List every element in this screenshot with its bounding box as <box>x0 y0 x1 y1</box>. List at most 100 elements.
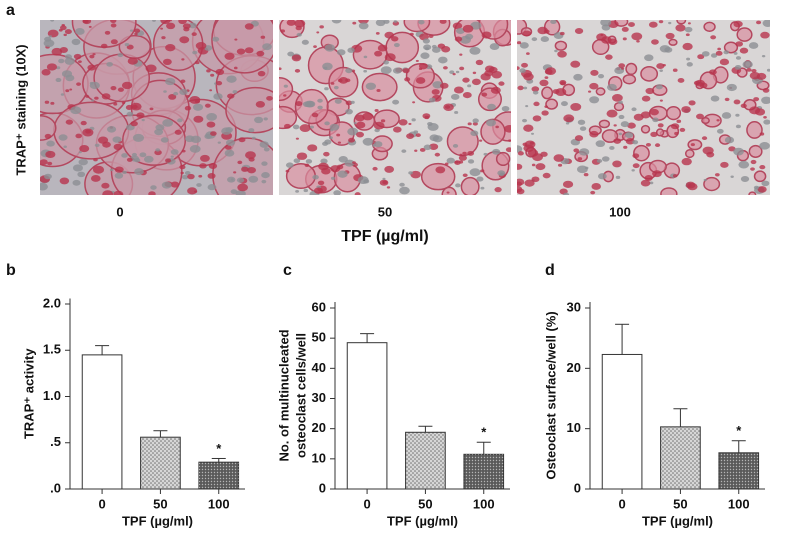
small-cell <box>672 68 678 72</box>
small-cell <box>72 179 81 186</box>
small-cell <box>735 41 744 47</box>
small-cell <box>236 48 246 55</box>
small-cell <box>452 22 463 30</box>
small-cell <box>345 78 351 83</box>
small-cell <box>452 144 459 148</box>
small-cell <box>130 102 142 111</box>
annotation: * <box>216 441 222 456</box>
small-cell <box>484 65 495 73</box>
small-cell <box>652 117 659 123</box>
small-cell <box>238 137 246 143</box>
small-cell <box>563 192 570 195</box>
small-cell <box>458 154 467 161</box>
small-cell <box>59 177 70 185</box>
small-cell <box>177 118 183 123</box>
small-cell <box>75 133 82 139</box>
small-cell <box>570 103 582 111</box>
small-cell <box>40 182 48 191</box>
small-cell <box>540 36 549 43</box>
small-cell <box>139 152 147 158</box>
small-cell <box>657 123 664 128</box>
small-cell <box>198 174 203 178</box>
small-cell <box>234 38 238 41</box>
small-cell <box>757 186 767 193</box>
small-cell <box>132 133 145 142</box>
y-tick-label: 60 <box>312 299 326 314</box>
bar <box>81 354 123 490</box>
small-cell <box>573 148 580 153</box>
small-cell <box>641 95 651 102</box>
small-cell <box>380 66 392 75</box>
small-cell <box>559 80 567 86</box>
small-cell <box>583 172 589 177</box>
cell <box>660 187 678 195</box>
small-cell <box>392 67 402 74</box>
small-cell <box>699 82 708 89</box>
small-cell <box>204 103 211 108</box>
small-cell <box>753 97 760 102</box>
small-cell <box>454 110 459 114</box>
small-cell <box>676 119 682 123</box>
y-tick-label: 0 <box>319 480 326 495</box>
small-cell <box>523 86 528 90</box>
small-cell <box>623 145 628 149</box>
cell <box>746 121 763 139</box>
small-cell <box>280 29 285 33</box>
small-cell <box>63 145 67 148</box>
small-cell <box>427 122 439 131</box>
small-cell <box>735 124 741 129</box>
y-tick-label: 1.0 <box>43 388 61 403</box>
x-tick-label: 50 <box>153 496 167 511</box>
y-tick-label: 30 <box>567 299 581 314</box>
small-cell <box>150 185 157 190</box>
small-cell <box>59 46 68 53</box>
x-tick-label: 0 <box>363 496 370 511</box>
small-cell <box>415 59 419 63</box>
small-cell <box>449 70 455 75</box>
small-cell <box>640 179 651 187</box>
small-cell <box>579 126 587 131</box>
small-cell <box>50 20 55 22</box>
small-cell <box>419 147 426 152</box>
small-cell <box>305 159 313 164</box>
small-cell <box>227 176 236 183</box>
small-cell <box>126 157 133 162</box>
small-cell <box>696 113 704 120</box>
small-cell <box>648 21 658 28</box>
small-cell <box>383 20 390 24</box>
small-cell <box>43 39 55 48</box>
x-tick-label: 100 <box>208 496 230 511</box>
small-cell <box>169 20 172 22</box>
small-cell <box>576 165 588 174</box>
small-cell <box>685 181 696 189</box>
small-cell <box>454 160 459 164</box>
small-cell <box>659 45 671 53</box>
small-cell <box>740 176 750 182</box>
small-cell <box>517 41 522 45</box>
small-cell <box>353 121 357 125</box>
small-cell <box>632 153 640 159</box>
small-cell <box>524 179 535 187</box>
small-cell <box>690 143 695 147</box>
small-cell <box>526 52 530 55</box>
cell <box>753 170 767 183</box>
x-tick-label: 100 <box>728 496 750 511</box>
small-cell <box>136 112 145 119</box>
small-cell <box>324 87 329 91</box>
small-cell <box>324 121 330 126</box>
small-cell <box>210 131 217 136</box>
small-cell <box>766 68 770 72</box>
small-cell <box>481 92 488 97</box>
small-cell <box>501 105 510 112</box>
small-cell <box>235 190 246 195</box>
small-cell <box>709 69 717 75</box>
small-cell <box>247 166 256 174</box>
small-cell <box>286 20 296 26</box>
small-cell <box>301 39 309 45</box>
small-cell <box>437 43 446 49</box>
small-cell <box>612 160 622 168</box>
x-label: TPF (µg/ml) <box>387 513 458 528</box>
small-cell <box>55 77 62 83</box>
small-cell <box>733 20 743 28</box>
small-cell <box>302 101 311 108</box>
